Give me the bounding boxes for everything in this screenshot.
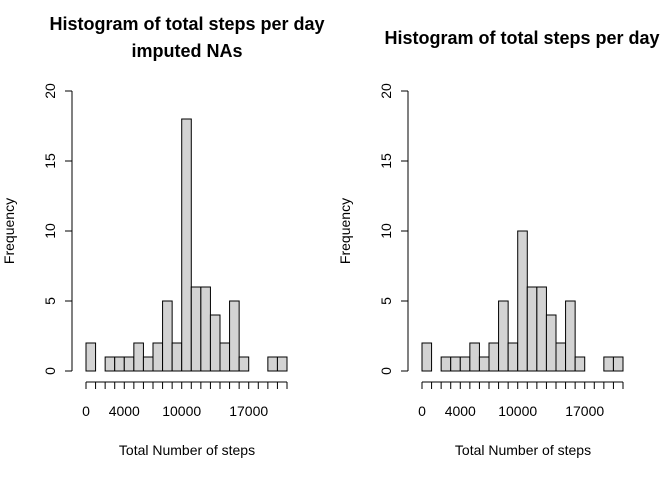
x-tick-label: 4000 — [445, 403, 476, 419]
x-tick-label: 10000 — [498, 403, 537, 419]
y-tick-label: 20 — [42, 83, 58, 99]
histogram-bar — [209, 314, 221, 372]
histogram-bar — [421, 342, 433, 372]
histogram-bar — [123, 356, 135, 372]
histogram-panel-1: Histogram of total steps per day imputed … — [1, 14, 325, 458]
histogram-bar — [450, 356, 461, 372]
histogram-bar — [545, 314, 557, 372]
histogram-bar — [478, 356, 490, 372]
histogram-bar — [171, 342, 183, 372]
histogram-bar — [142, 356, 154, 372]
histogram-bar — [114, 356, 125, 372]
x-axis-label: Total Number of steps — [119, 442, 255, 458]
histogram-bar — [498, 300, 509, 372]
y-tick-label: 20 — [378, 83, 394, 99]
histogram-bar — [526, 286, 538, 372]
histogram-bar — [488, 342, 500, 372]
y-tick-label: 0 — [378, 367, 394, 375]
histogram-panel-2: Histogram of total steps per day 0 5 10 15 20… — [337, 28, 660, 458]
chart-title-line-2: imputed NAs — [131, 41, 242, 61]
histogram-bar — [440, 356, 452, 372]
y-axis-label: Frequency — [1, 198, 17, 264]
y-tick-label: 5 — [42, 297, 58, 305]
histogram-bar — [536, 286, 547, 372]
y-tick-label: 5 — [378, 297, 394, 305]
histogram-bar — [507, 342, 519, 372]
y-tick-label: 10 — [378, 223, 394, 239]
x-tick-label: 4000 — [109, 403, 140, 419]
histogram-bar — [181, 118, 192, 372]
x-tick-label: 17000 — [229, 403, 268, 419]
histogram-bar — [219, 342, 231, 372]
x-tick-label: 0 — [418, 403, 426, 419]
chart-title-line-1: Histogram of total steps per day — [384, 28, 659, 48]
histogram-bar — [469, 342, 480, 372]
histogram-bar — [574, 356, 586, 372]
y-tick-label: 15 — [42, 153, 58, 169]
histogram-bar — [238, 356, 250, 372]
histogram-bar — [612, 356, 624, 372]
histogram-bar — [555, 342, 567, 372]
histogram-bar — [200, 286, 211, 372]
histogram-bar — [104, 356, 116, 372]
histogram-bar — [276, 356, 288, 372]
x-tick-label: 10000 — [162, 403, 201, 419]
x-tick-label: 0 — [82, 403, 90, 419]
y-tick-label: 10 — [42, 223, 58, 239]
y-tick-label: 15 — [378, 153, 394, 169]
histogram-bar — [565, 300, 576, 372]
y-tick-label: 0 — [42, 367, 58, 375]
histogram-bar — [267, 356, 278, 372]
histogram-bar — [152, 342, 164, 372]
histogram-bar — [459, 356, 471, 372]
histogram-bar — [85, 342, 97, 372]
x-tick-label: 17000 — [565, 403, 604, 419]
chart-title-line-1: Histogram of total steps per day — [49, 14, 324, 34]
histogram-bar — [229, 300, 240, 372]
x-axis-label: Total Number of steps — [455, 442, 591, 458]
histogram-bar — [133, 342, 144, 372]
histogram-bar — [603, 356, 614, 372]
y-axis-label: Frequency — [337, 198, 353, 264]
histogram-bar — [190, 286, 202, 372]
histogram-bar — [162, 300, 173, 372]
histogram-bar — [517, 230, 528, 372]
